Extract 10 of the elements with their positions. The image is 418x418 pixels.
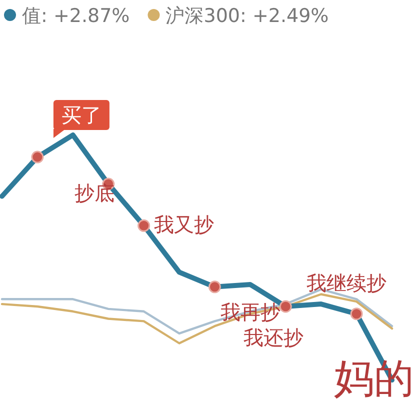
annotation: 买了	[31, 100, 110, 164]
annotation: 我继续抄	[306, 270, 387, 295]
legend-label: 沪深300: +2.49%	[166, 5, 329, 27]
legend-label: 值: +2.87%	[22, 5, 130, 27]
annotation: 我还抄	[244, 326, 304, 350]
annotation: 我又抄	[154, 212, 214, 237]
annotation: 我又抄	[138, 212, 214, 237]
annotation: 抄底	[74, 178, 115, 205]
annotation: 我继续抄	[306, 270, 387, 320]
annotation: 妈的	[334, 356, 414, 402]
